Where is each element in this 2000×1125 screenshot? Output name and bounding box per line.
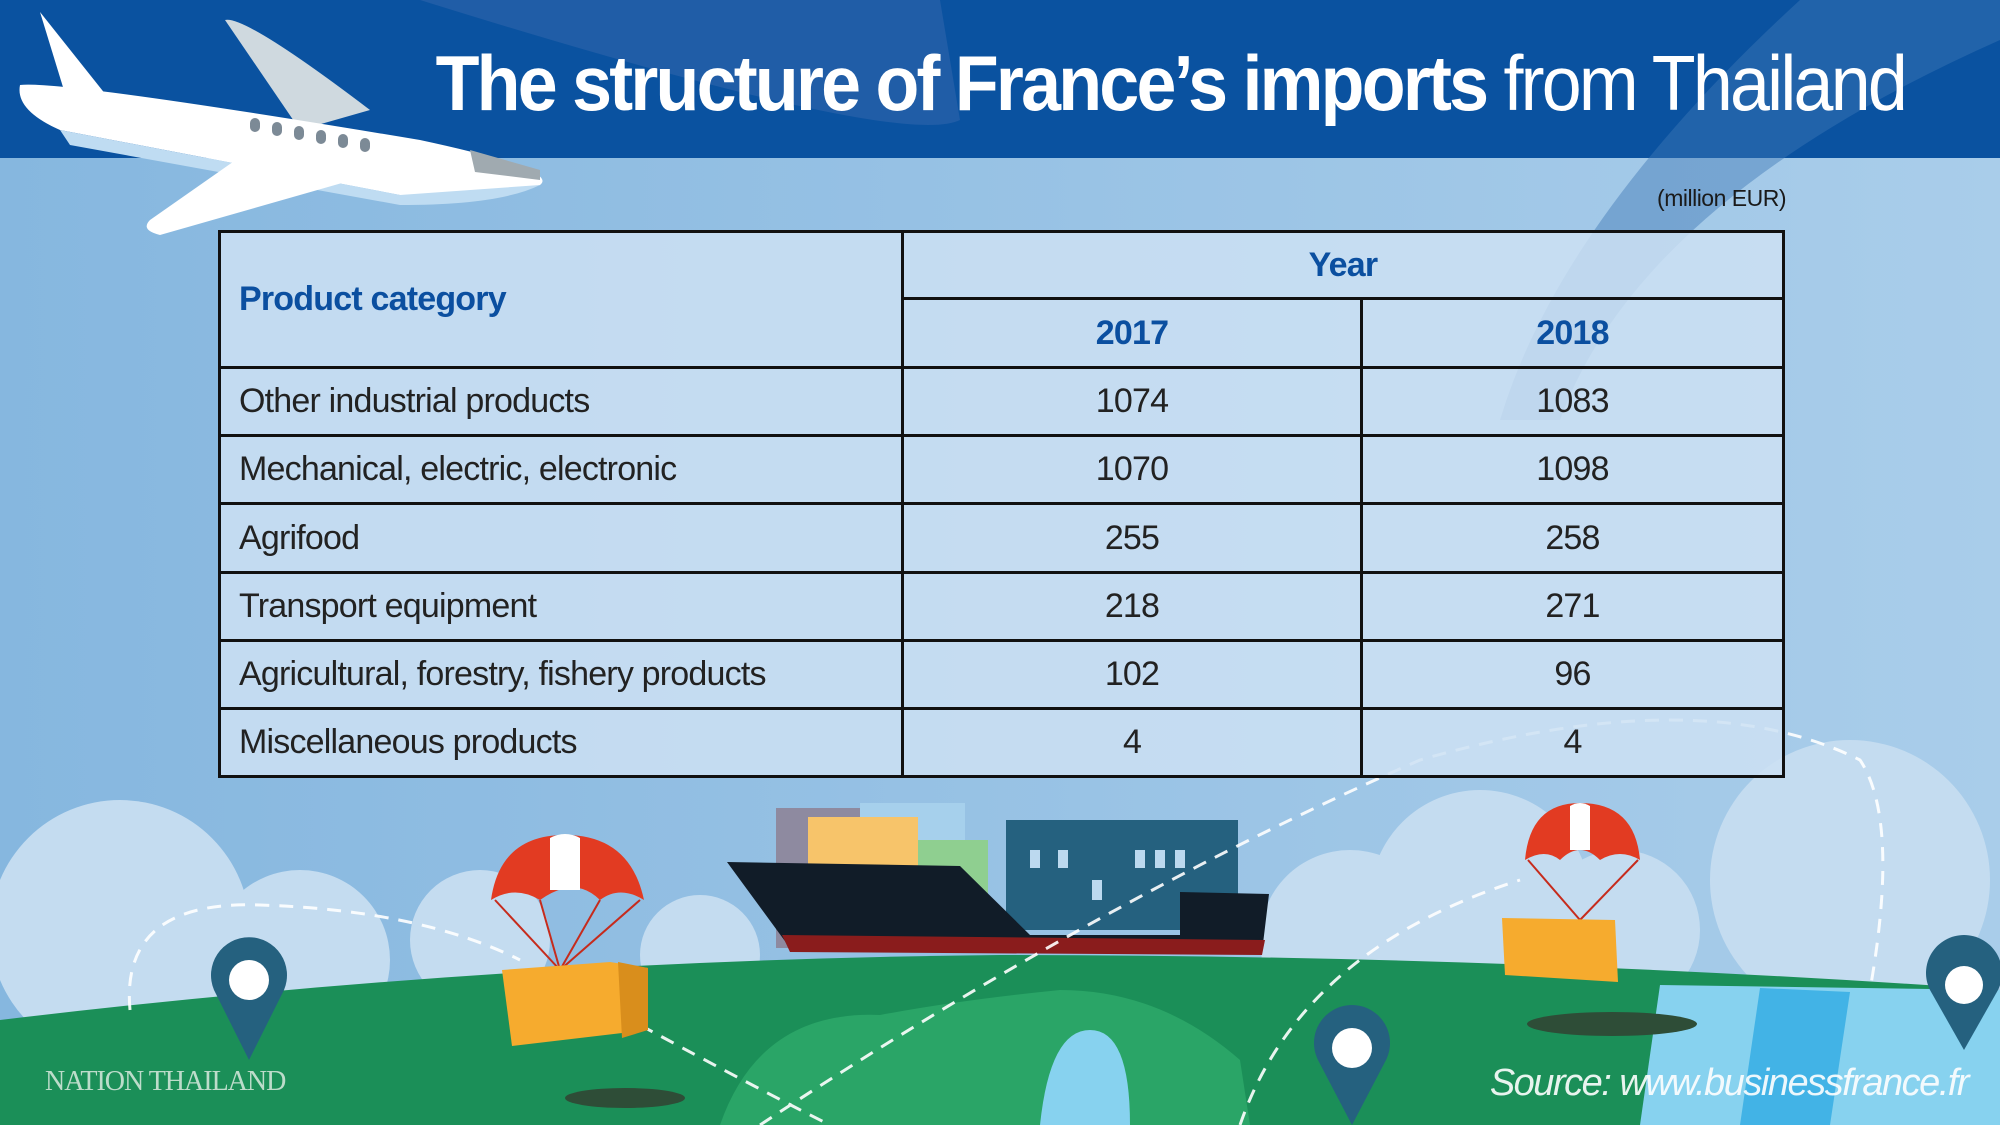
category-cell: Miscellaneous products xyxy=(218,706,904,779)
category-cell: Mechanical, electric, electronic xyxy=(218,434,904,506)
table-row: Other industrial products 1074 1083 xyxy=(218,366,1785,438)
parachute-box-left xyxy=(491,834,685,1108)
table-row: Agricultural, forestry, fishery products… xyxy=(218,638,1785,710)
value-2017-cell: 4 xyxy=(901,706,1363,779)
unit-label: (million EUR) xyxy=(1657,185,1786,211)
category-cell: Other industrial products xyxy=(218,366,904,438)
value-2017-cell: 1074 xyxy=(901,366,1363,438)
value-2017-cell: 218 xyxy=(901,570,1363,642)
table-row: Agrifood 255 258 xyxy=(218,502,1785,574)
parachute-box-right xyxy=(1502,803,1697,1036)
value-2017-cell: 102 xyxy=(901,638,1363,710)
table-row: Mechanical, electric, electronic 1070 1098 xyxy=(218,434,1785,506)
value-2018-cell: 258 xyxy=(1360,502,1785,574)
category-cell: Transport equipment xyxy=(218,570,904,642)
page-title: The structure of France’s imports from T… xyxy=(152,38,1908,129)
category-cell: Agrifood xyxy=(218,502,904,574)
header-product-category: Product category xyxy=(218,229,904,370)
table-row: Transport equipment 218 271 xyxy=(218,570,1785,642)
title-bold: The structure of France’s imports xyxy=(435,39,1489,127)
header-year: Year xyxy=(901,229,1785,301)
nation-thailand-logo: NATION THAILAND xyxy=(45,1066,286,1097)
header-2017: 2017 xyxy=(901,297,1363,370)
header-2018: 2018 xyxy=(1360,297,1785,370)
source-credit: Source: www.businessfrance.fr xyxy=(1489,1062,1970,1104)
value-2017-cell: 255 xyxy=(901,502,1363,574)
imports-table: Product category Year 2017 2018 Other in… xyxy=(218,229,1785,779)
map-pin-icons xyxy=(210,935,2000,1125)
value-2018-cell: 1098 xyxy=(1360,434,1785,506)
value-2017-cell: 1070 xyxy=(901,434,1363,506)
cargo-ship-illustration xyxy=(727,803,1269,955)
value-2018-cell: 4 xyxy=(1360,706,1785,779)
value-2018-cell: 96 xyxy=(1360,638,1785,710)
airplane-illustration xyxy=(19,12,543,235)
title-regular: from Thailand xyxy=(1503,39,1907,127)
table-row: Miscellaneous products 4 4 xyxy=(218,706,1785,779)
value-2018-cell: 271 xyxy=(1360,570,1785,642)
category-cell: Agricultural, forestry, fishery products xyxy=(218,638,904,710)
value-2018-cell: 1083 xyxy=(1360,366,1785,438)
